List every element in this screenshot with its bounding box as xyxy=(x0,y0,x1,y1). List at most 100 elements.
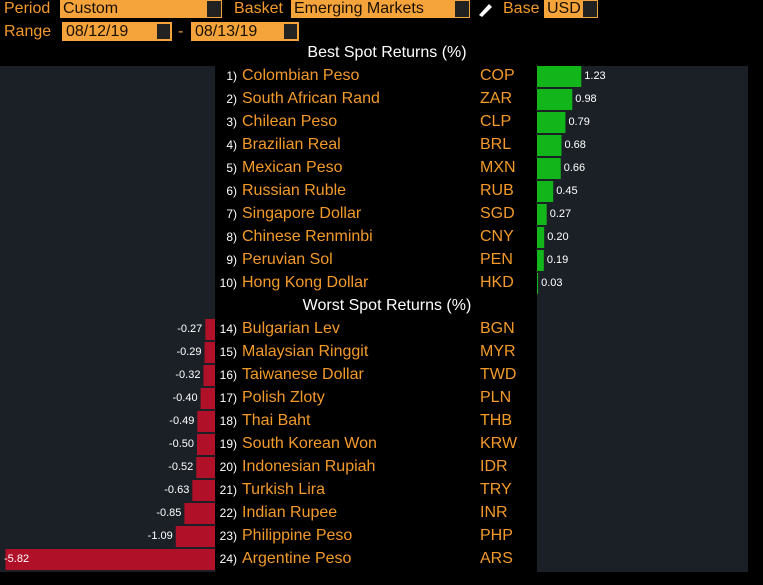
value-label: 0.19 xyxy=(547,254,568,266)
dropdown-arrow[interactable] xyxy=(583,1,597,17)
bar xyxy=(200,388,215,409)
value-label: 0.66 xyxy=(564,162,585,174)
rank: 3) xyxy=(226,115,237,129)
bar xyxy=(537,112,566,133)
bar xyxy=(537,273,539,294)
bar xyxy=(205,319,215,340)
range-start-field[interactable] xyxy=(62,22,172,41)
edit-icon[interactable] xyxy=(479,4,492,17)
rank: 6) xyxy=(226,184,237,198)
value-label: -0.85 xyxy=(156,507,181,519)
currency-name: Taiwanese Dollar xyxy=(242,366,365,383)
currency-name: Hong Kong Dollar xyxy=(242,274,369,291)
value-label: -0.49 xyxy=(169,415,194,427)
currency-name: Thai Baht xyxy=(242,412,311,429)
bar xyxy=(5,549,216,570)
currency-code: CLP xyxy=(480,113,511,130)
currency-code: RUB xyxy=(480,182,514,199)
rank: 24) xyxy=(220,552,237,566)
dropdown-arrow[interactable] xyxy=(207,1,221,17)
currency-name: Mexican Peso xyxy=(242,159,343,176)
rank: 20) xyxy=(220,460,237,474)
period-dropdown[interactable] xyxy=(60,0,222,18)
value-label: -0.52 xyxy=(168,461,193,473)
currency-code: PEN xyxy=(480,251,513,268)
currency-name: Turkish Lira xyxy=(242,481,325,498)
rank: 8) xyxy=(226,230,237,244)
currency-code: CNY xyxy=(480,228,514,245)
bar xyxy=(184,503,215,524)
bar xyxy=(537,204,547,225)
bar xyxy=(192,480,215,501)
value-label: -0.50 xyxy=(169,438,194,450)
calendar-button[interactable] xyxy=(284,24,297,39)
base-label: Base xyxy=(503,0,540,17)
currency-name: Brazilian Real xyxy=(242,136,341,153)
currency-name: Chinese Renminbi xyxy=(242,228,373,245)
positive-panel xyxy=(537,66,748,572)
rank: 23) xyxy=(220,529,237,543)
value-label: -0.63 xyxy=(164,484,189,496)
currency-name: Indonesian Rupiah xyxy=(242,458,375,475)
bar xyxy=(537,250,544,271)
currency-name: Russian Ruble xyxy=(242,182,346,199)
bar xyxy=(197,434,215,455)
currency-code: TWD xyxy=(480,366,516,383)
value-label: -0.29 xyxy=(176,346,201,358)
currency-name: Bulgarian Lev xyxy=(242,320,340,337)
range-end-field[interactable] xyxy=(191,22,299,41)
rank: 19) xyxy=(220,437,237,451)
bar xyxy=(175,526,215,547)
currency-code: INR xyxy=(480,504,508,521)
range-label: Range xyxy=(4,23,51,40)
currency-code: BRL xyxy=(480,136,511,153)
value-label: 0.03 xyxy=(541,277,562,289)
range-end[interactable]: 08/13/19 xyxy=(195,23,257,40)
range-start[interactable]: 08/12/19 xyxy=(66,23,128,40)
currency-code: PLN xyxy=(480,389,511,406)
value-label: -0.27 xyxy=(177,323,202,335)
value-label: 0.20 xyxy=(547,231,568,243)
currency-code: BGN xyxy=(480,320,515,337)
currency-code: HKD xyxy=(480,274,514,291)
value-label: -5.82 xyxy=(4,553,29,565)
currency-code: ZAR xyxy=(480,90,512,107)
currency-code: SGD xyxy=(480,205,515,222)
best-title: Best Spot Returns (%) xyxy=(307,44,466,61)
bar xyxy=(537,135,562,156)
value-label: 0.79 xyxy=(568,116,589,128)
rank: 21) xyxy=(220,483,237,497)
dropdown-arrow[interactable] xyxy=(455,1,469,17)
currency-name: Malaysian Ringgit xyxy=(242,343,369,360)
rank: 10) xyxy=(220,276,237,290)
rank: 17) xyxy=(220,391,237,405)
currency-code: COP xyxy=(480,67,515,84)
rank: 7) xyxy=(226,207,237,221)
value-label: 1.23 xyxy=(584,70,605,82)
currency-name: South African Rand xyxy=(242,90,380,107)
calendar-button[interactable] xyxy=(157,24,170,39)
currency-code: IDR xyxy=(480,458,508,475)
currency-code: KRW xyxy=(480,435,518,452)
basket-dropdown[interactable] xyxy=(291,0,470,18)
base-value[interactable]: USD xyxy=(547,0,581,17)
currency-name: Indian Rupee xyxy=(242,504,337,521)
period-value[interactable]: Custom xyxy=(63,0,118,17)
rank: 5) xyxy=(226,161,237,175)
currency-name: South Korean Won xyxy=(242,435,377,452)
currency-name: Peruvian Sol xyxy=(242,251,333,268)
value-label: 0.27 xyxy=(550,208,571,220)
rank: 15) xyxy=(220,345,237,359)
value-label: 0.68 xyxy=(564,139,585,151)
bar xyxy=(537,227,545,248)
bar xyxy=(204,342,215,363)
bar xyxy=(197,411,215,432)
currency-name: Argentine Peso xyxy=(242,550,352,567)
range-separator: - xyxy=(178,23,183,40)
value-label: -1.09 xyxy=(148,530,173,542)
currency-code: MYR xyxy=(480,343,516,360)
rank: 16) xyxy=(220,368,237,382)
bar xyxy=(537,89,573,110)
basket-value[interactable]: Emerging Markets xyxy=(294,0,424,17)
